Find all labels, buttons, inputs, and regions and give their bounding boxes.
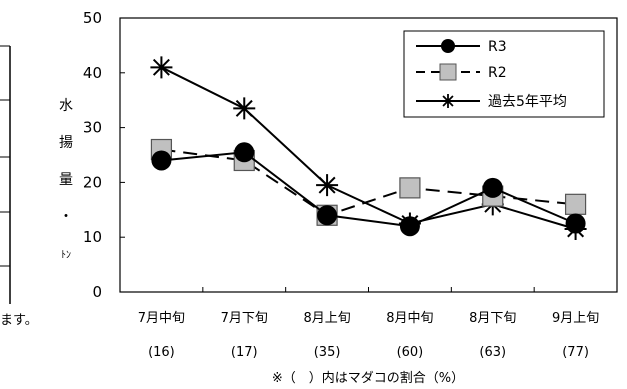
- y-tick-label: 10: [83, 228, 102, 246]
- ylabel-char: 揚: [59, 134, 73, 151]
- ylabel-char: 量: [59, 172, 73, 188]
- series-line: [161, 151, 576, 228]
- legend-label: 過去5年平均: [488, 94, 567, 110]
- legend: R3 R2 過去5年平均: [403, 30, 605, 118]
- data-point: [151, 150, 172, 171]
- y-tick-label: 0: [92, 283, 102, 301]
- legend-label: R3: [488, 39, 507, 55]
- x-category-sublabel: (35): [314, 345, 341, 360]
- data-point: [564, 193, 587, 215]
- clipped-left-panel: ます。: [0, 45, 38, 328]
- x-category-label: 8月下旬: [469, 311, 516, 326]
- data-point: [482, 177, 503, 198]
- y-tick-label: 40: [83, 64, 102, 82]
- x-category-label: 7月下旬: [221, 311, 268, 326]
- x-axis-categories: 7月中旬 (16) 7月下旬 (17) 8月上旬 (35) 8月中旬 (60) 8月下旬 (63)…: [138, 287, 599, 360]
- data-point: [150, 56, 173, 79]
- series-line: [161, 148, 576, 217]
- ylabel-char: 水: [59, 98, 73, 114]
- x-category-sublabel: (77): [562, 345, 589, 360]
- x-category-sublabel: (63): [479, 345, 506, 360]
- x-category-label: 7月中旬: [138, 311, 185, 326]
- data-point: [233, 97, 256, 120]
- x-category-sublabel: (60): [397, 345, 424, 360]
- series-r3: [151, 142, 586, 237]
- data-point: [316, 174, 339, 197]
- x-category-sublabel: (16): [148, 345, 175, 360]
- data-point: [399, 216, 420, 237]
- data-point: [565, 213, 586, 234]
- x-category-label: 8月中旬: [386, 311, 433, 326]
- x-category-label: 9月上旬: [552, 311, 599, 326]
- legend-marker-square: [439, 63, 457, 81]
- y-axis-ticks: 0 10 20 30 40 50: [83, 9, 125, 301]
- x-category-label: 8月上旬: [303, 311, 350, 326]
- clipped-left-text: ます。: [0, 313, 38, 328]
- data-point: [234, 142, 255, 163]
- data-point: [317, 205, 338, 226]
- legend-marker-circle: [441, 39, 455, 53]
- data-point: [399, 177, 421, 199]
- legend-item-r2: R2: [416, 63, 507, 81]
- y-tick-label: 50: [83, 9, 102, 27]
- legend-marker-star: [441, 94, 455, 108]
- y-axis-label: 水 揚 量 ・ ﾄﾝ: [59, 98, 73, 261]
- legend-item-avg: 過去5年平均: [416, 94, 567, 110]
- legend-star-shape: [441, 94, 455, 108]
- y-tick-label: 20: [83, 173, 102, 191]
- series-line: [160, 66, 576, 230]
- y-tick-label: 30: [83, 119, 102, 137]
- ylabel-char: ﾄﾝ: [61, 250, 71, 261]
- ylabel-char: ・: [59, 209, 73, 225]
- plot-area: [119, 17, 618, 293]
- x-category-sublabel: (17): [231, 345, 258, 360]
- legend-label: R2: [488, 65, 507, 81]
- footnote: ※（ ）内はマダコの割合（%）: [272, 370, 464, 386]
- legend-item-r3: R3: [416, 39, 507, 55]
